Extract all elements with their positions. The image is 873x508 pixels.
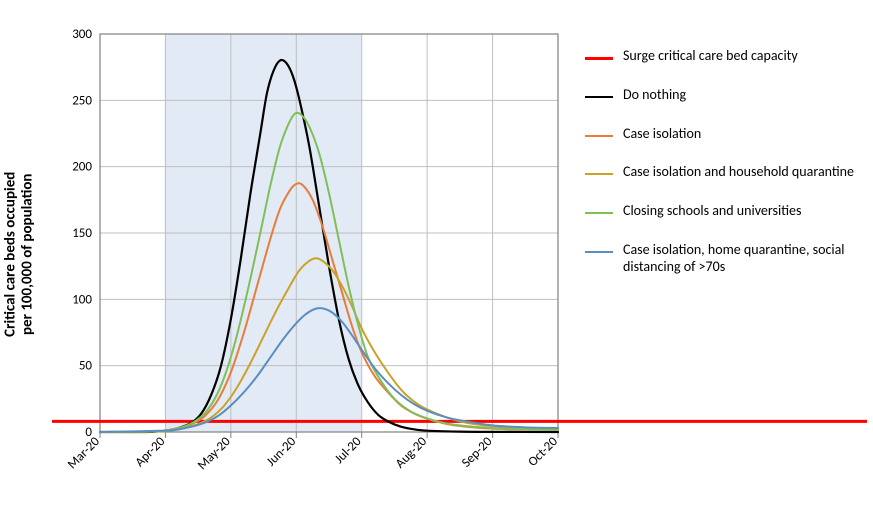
x-tick-label: Oct-20 [525, 434, 561, 470]
y-tick-label: 150 [72, 226, 92, 241]
legend-label: Do nothing [623, 87, 686, 104]
x-tick-label: Jun-20 [264, 434, 300, 470]
legend-label: Surge critical care bed capacity [623, 48, 798, 65]
legend-label: Case isolation, home quarantine, social … [623, 242, 865, 276]
legend-swatch [585, 135, 613, 137]
y-axis-title: Critical care beds occupied per 100,000 … [8, 0, 32, 508]
chart-container: Critical care beds occupied per 100,000 … [0, 0, 873, 508]
legend-label: Case isolation and household quarantine [623, 164, 854, 181]
legend-item: Do nothing [585, 87, 865, 104]
legend-label: Closing schools and universities [623, 203, 801, 220]
legend-swatch [585, 212, 613, 214]
legend-item: Case isolation and household quarantine [585, 164, 865, 181]
x-tick-label: Jul-20 [332, 434, 365, 467]
y-axis-title-line2: per 100,000 of population [19, 173, 37, 334]
y-tick-label: 100 [72, 292, 92, 307]
x-tick-label: Mar-20 [65, 434, 103, 472]
y-tick-label: 300 [72, 27, 92, 42]
legend-item: Surge critical care bed capacity [585, 48, 865, 65]
legend-swatch [585, 57, 613, 60]
y-tick-label: 250 [72, 93, 92, 108]
legend-item: Case isolation [585, 126, 865, 143]
y-axis-title-line1: Critical care beds occupied [2, 171, 20, 336]
x-tick-label: Aug-20 [393, 434, 431, 472]
legend-swatch [585, 251, 613, 253]
y-tick-label: 200 [72, 160, 92, 175]
legend-item: Case isolation, home quarantine, social … [585, 242, 865, 276]
x-tick-label: Sep-20 [459, 434, 496, 471]
x-tick-label: May-20 [195, 434, 234, 473]
x-tick-label: Apr-20 [132, 434, 168, 470]
legend: Surge critical care bed capacity Do nothi… [585, 48, 865, 298]
legend-swatch [585, 96, 613, 98]
y-tick-label: 50 [79, 359, 93, 374]
legend-swatch [585, 173, 613, 175]
legend-item: Closing schools and universities [585, 203, 865, 220]
legend-label: Case isolation [623, 126, 701, 143]
